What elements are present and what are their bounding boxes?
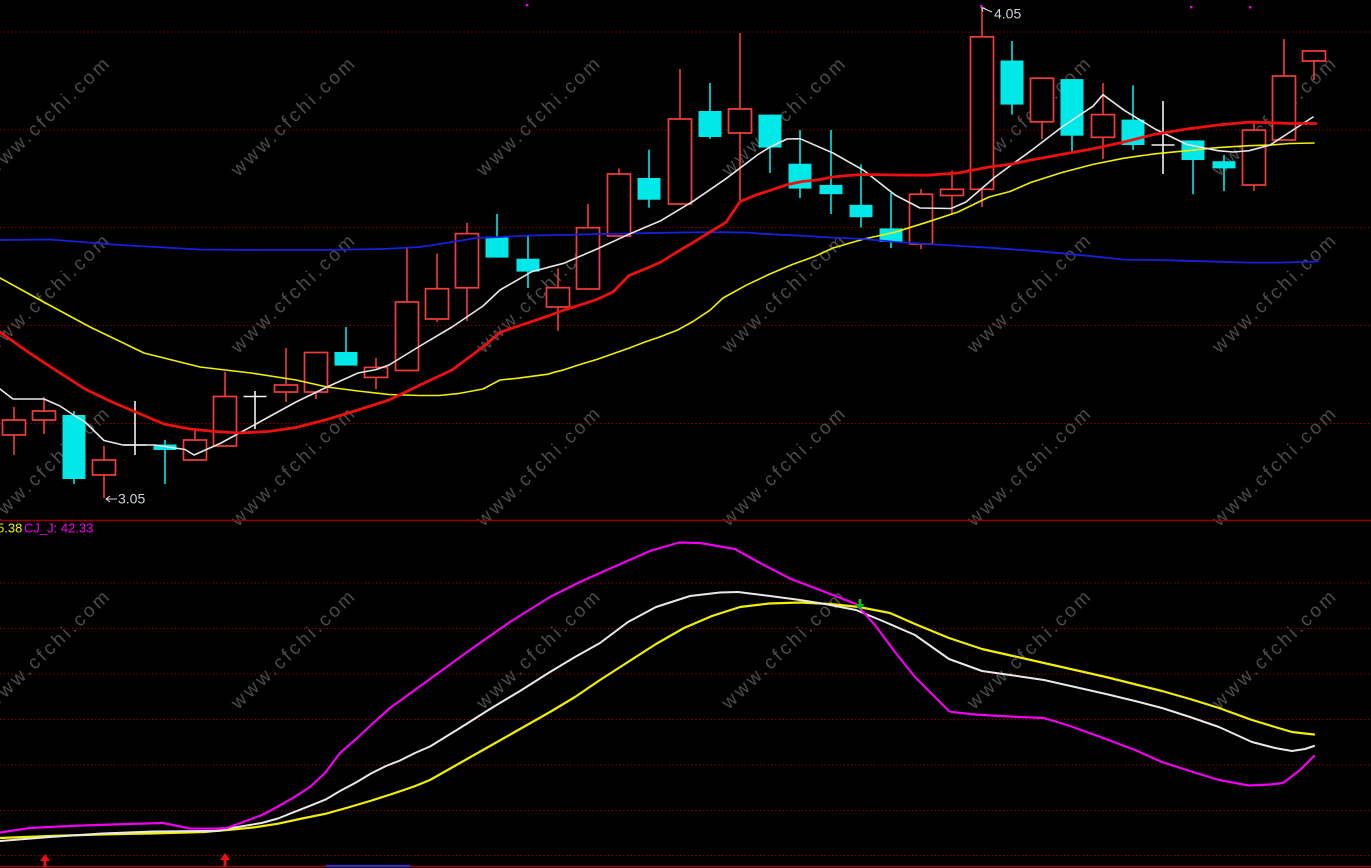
- svg-text:4.05: 4.05: [994, 6, 1021, 22]
- svg-text:5.38: 5.38: [0, 521, 22, 536]
- svg-text:CJ_J: 42.33: CJ_J: 42.33: [24, 521, 93, 536]
- svg-text:3.05: 3.05: [118, 491, 145, 507]
